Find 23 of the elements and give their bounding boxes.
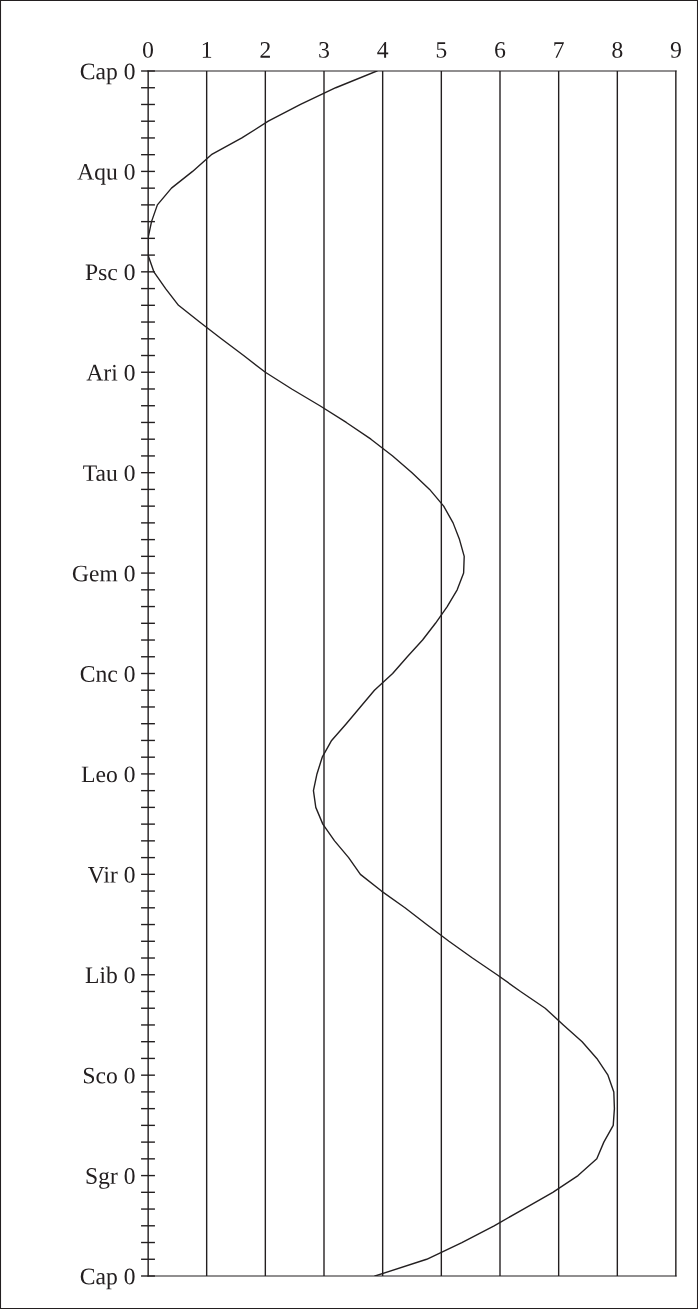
x-tick-label: 1 xyxy=(202,42,212,58)
x-tick-label: 4 xyxy=(377,42,389,58)
y-tick-label: Cnc 0 xyxy=(80,665,135,682)
x-tick-label: 0 xyxy=(143,41,153,58)
x-tick-label: 5 xyxy=(436,42,447,58)
y-tick-label: Vir 0 xyxy=(88,866,135,883)
x-tick-label: 2 xyxy=(260,42,270,58)
x-tick-label: 7 xyxy=(554,42,564,58)
y-tick-label: Leo 0 xyxy=(81,766,135,783)
y-tick-label: Psc 0 xyxy=(85,264,135,281)
x-tick-label: 9 xyxy=(670,42,681,58)
y-tick-label: Sco 0 xyxy=(83,1067,135,1084)
x-tick-label: 3 xyxy=(319,42,329,58)
x-tick-label: 8 xyxy=(612,41,623,58)
x-tick-label: 6 xyxy=(495,42,506,58)
y-tick-label: Tau 0 xyxy=(83,465,135,482)
y-tick-label: Ari 0 xyxy=(86,364,135,381)
y-tick-label: Gem 0 xyxy=(72,565,135,582)
y-tick-label: Cap 0 xyxy=(80,1268,135,1290)
y-tick-label: Cap 0 xyxy=(80,63,135,85)
y-tick-label: Lib 0 xyxy=(85,966,135,984)
y-tick-label: Sgr 0 xyxy=(86,1168,135,1189)
y-tick-label: Aqu 0 xyxy=(77,163,135,185)
